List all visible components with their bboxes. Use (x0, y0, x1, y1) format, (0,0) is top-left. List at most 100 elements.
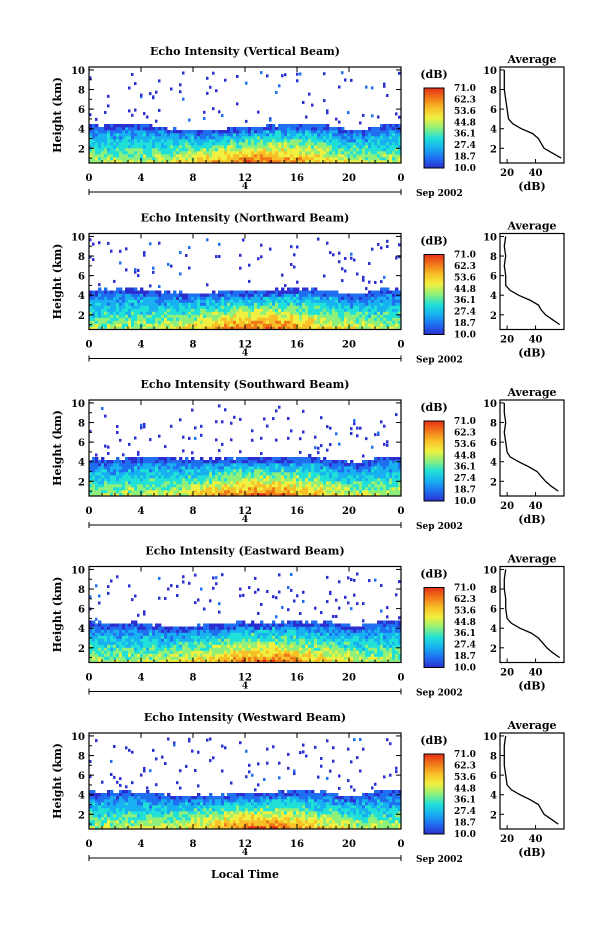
echo-cell (386, 469, 390, 473)
echo-cell (362, 490, 366, 494)
echo-cell (161, 317, 165, 321)
echo-cell (263, 484, 267, 488)
echo-cell (221, 311, 225, 315)
echo-cell (302, 287, 306, 291)
echo-cell (149, 305, 153, 309)
echo-cell (329, 154, 333, 158)
echo-cell (179, 308, 183, 312)
echo-cell (323, 139, 327, 143)
echo-cell (173, 290, 177, 294)
echo-cell (347, 311, 351, 315)
echo-cell (218, 320, 222, 324)
echo-cell (98, 484, 102, 488)
echo-cell (302, 151, 306, 155)
echo-cell (350, 151, 354, 155)
echo-speck (143, 251, 146, 255)
echo-cell (119, 139, 123, 143)
echo-cell (293, 493, 297, 496)
echo-cell (143, 623, 147, 627)
echo-cell (395, 308, 399, 312)
echo-cell (344, 296, 348, 300)
echo-speck (104, 111, 107, 114)
echo-cell (353, 142, 357, 146)
echo-cell (212, 293, 216, 297)
echo-cell (248, 308, 252, 312)
echo-cell (368, 487, 372, 491)
echo-cell (260, 466, 264, 470)
echo-cell (209, 457, 213, 461)
echo-cell (134, 457, 138, 461)
echo-cell (122, 659, 126, 663)
echo-cell (395, 490, 399, 494)
echo-cell (110, 296, 114, 300)
echo-cell (173, 293, 177, 297)
echo-cell (92, 659, 96, 663)
echo-cell (314, 460, 318, 464)
echo-cell (332, 493, 336, 496)
echo-cell (302, 460, 306, 464)
echo-cell (116, 154, 120, 158)
echo-cell (167, 136, 171, 140)
echo-cell (203, 145, 207, 149)
echo-cell (137, 139, 141, 143)
echo-cell (224, 145, 228, 149)
echo-cell (143, 650, 147, 654)
echo-cell (317, 493, 321, 496)
echo-cell (128, 323, 132, 327)
echo-speck (326, 111, 329, 115)
echo-cell (116, 160, 120, 163)
echo-cell (104, 308, 108, 312)
echo-cell (383, 314, 387, 318)
echo-speck (383, 275, 386, 279)
echo-cell (344, 469, 348, 473)
echo-cell (167, 296, 171, 300)
echo-cell (317, 157, 321, 161)
echo-speck (398, 115, 401, 119)
echo-cell (398, 478, 401, 482)
echo-cell (278, 124, 282, 128)
echo-cell (344, 130, 348, 134)
echo-cell (290, 136, 294, 140)
echo-cell (323, 299, 327, 303)
echo-cell (257, 308, 261, 312)
echo-cell (194, 647, 198, 651)
echo-cell (101, 659, 105, 663)
echo-cell (353, 326, 357, 330)
echo-speck (158, 285, 161, 288)
echo-cell (167, 133, 171, 137)
echo-cell (161, 475, 165, 479)
echo-cell (125, 326, 129, 330)
echo-cell (326, 460, 330, 464)
echo-cell (137, 314, 141, 318)
echo-cell (218, 481, 222, 485)
echo-cell (143, 469, 147, 473)
echo-cell (194, 650, 198, 654)
echo-cell (155, 314, 159, 318)
echo-cell (95, 133, 99, 137)
echo-cell (227, 142, 231, 146)
echo-cell (116, 632, 120, 636)
echo-cell (275, 484, 279, 488)
echo-speck (107, 104, 110, 108)
echo-cell (380, 311, 384, 315)
echo-cell (137, 481, 141, 485)
echo-cell (131, 308, 135, 312)
echo-cell (167, 290, 171, 294)
echo-cell (335, 130, 339, 134)
echo-cell (119, 157, 123, 161)
echo-cell (344, 320, 348, 324)
echo-cell (254, 317, 258, 321)
echo-speck (278, 84, 281, 88)
echo-cell (314, 299, 318, 303)
echo-cell (104, 160, 108, 163)
echo-cell (131, 296, 135, 300)
echo-cell (353, 493, 357, 496)
echo-cell (227, 323, 231, 327)
echo-cell (158, 472, 162, 476)
echo-cell (179, 148, 183, 152)
echo-cell (140, 647, 144, 651)
echo-cell (368, 326, 372, 330)
colorbar-tick-label: 53.6 (454, 107, 476, 117)
echo-cell (149, 124, 153, 128)
echo-cell (128, 308, 132, 312)
